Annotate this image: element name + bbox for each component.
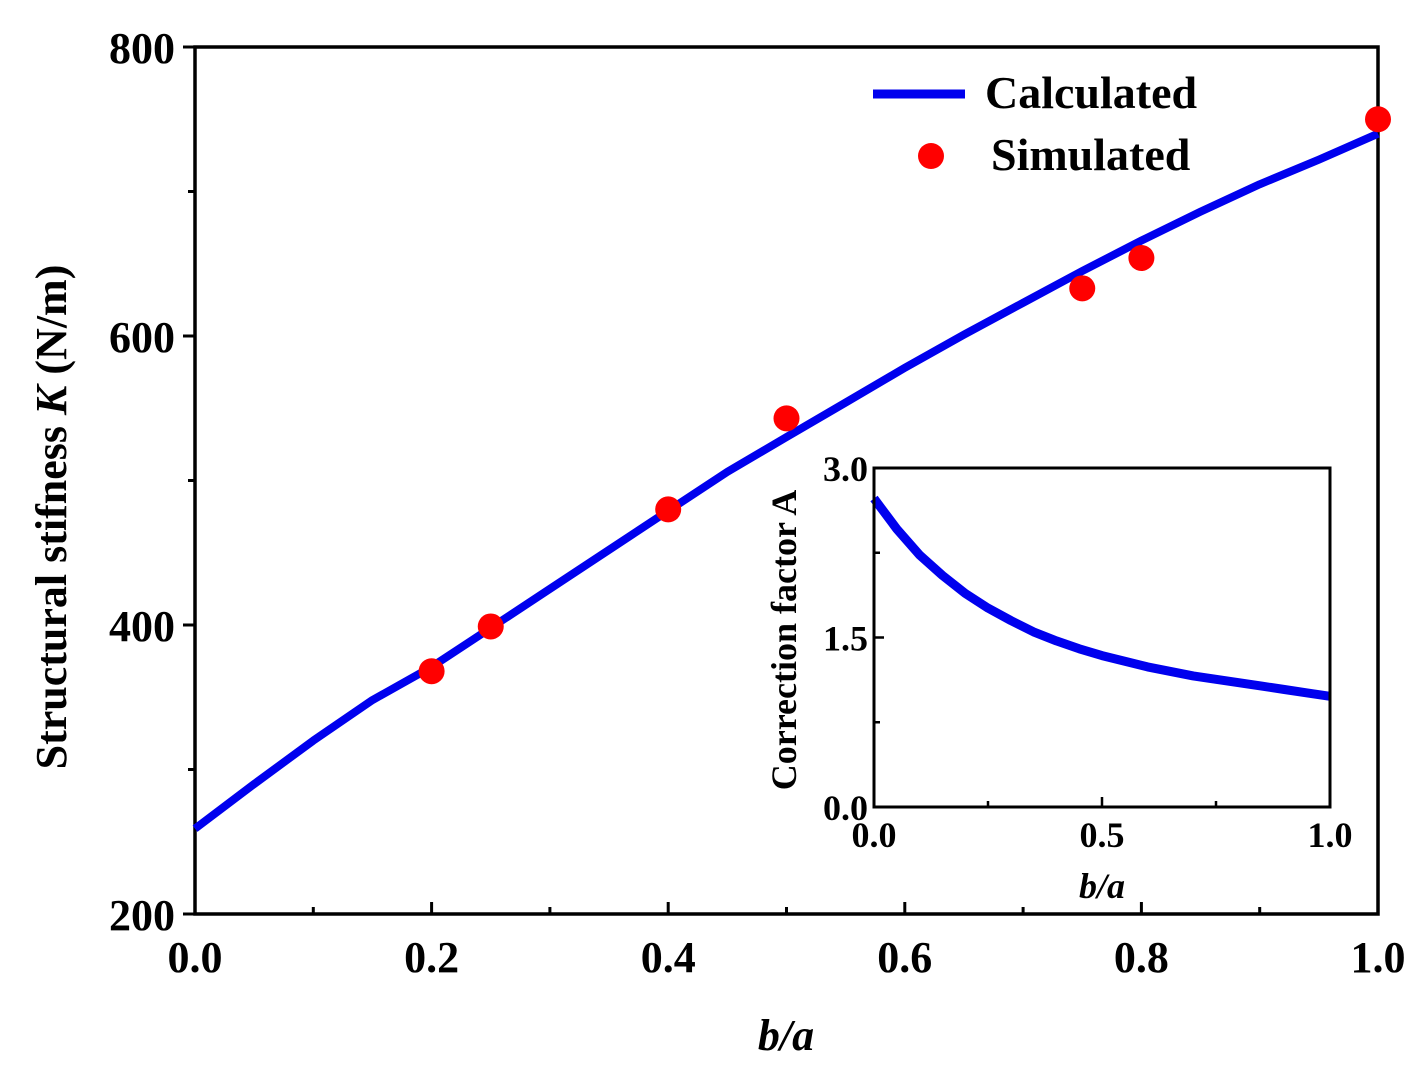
inset-chart: 0.0 0.5 1.0 0.0 1.5 3.0 b/a Correction factor…: [764, 449, 1353, 906]
main-y-tick-label: 400: [109, 602, 175, 651]
main-y-axis-title-symbol: K: [27, 383, 76, 416]
simulated-point: [477, 613, 504, 640]
simulated-point: [1069, 275, 1096, 302]
inset-y-axis-title: Correction factor A: [764, 490, 804, 791]
simulated-point: [418, 658, 445, 685]
inset-y-tick-label: 3.0: [823, 449, 868, 489]
inset-x-tick-label: 1.0: [1308, 815, 1353, 855]
main-x-tick-label: 0.0: [168, 933, 223, 982]
calculated-line: [192, 130, 1380, 832]
inset-ticks: [872, 466, 1332, 809]
inset-tick-labels: 0.0 0.5 1.0 0.0 1.5 3.0: [823, 449, 1353, 855]
simulated-point: [1128, 244, 1155, 271]
legend-label-calculated: Calculated: [985, 67, 1198, 118]
main-y-tick-label: 200: [109, 891, 175, 940]
simulated-point: [655, 496, 682, 523]
inset-y-tick-label: 1.5: [823, 619, 868, 659]
inset-x-axis-title: b/a: [1079, 866, 1125, 906]
main-x-tick-label: 0.2: [404, 933, 459, 982]
inset-plot-background: [874, 468, 1330, 807]
simulated-point: [773, 405, 800, 432]
main-x-axis-title: b/a: [758, 1011, 814, 1060]
main-x-tick-label: 0.6: [877, 933, 932, 982]
main-y-axis-title: Structural stifness K (N/m): [27, 265, 76, 770]
correction-factor-line: [870, 495, 1331, 701]
legend: Calculated Simulated: [873, 67, 1198, 180]
inset-x-tick-label: 0.5: [1080, 815, 1125, 855]
simulated-point: [1365, 106, 1391, 133]
main-x-tick-label: 1.0: [1351, 933, 1406, 982]
main-y-tick-label: 800: [109, 24, 175, 73]
main-x-tick-label: 0.8: [1114, 933, 1169, 982]
main-y-axis-title-prefix: Structural stifness: [27, 415, 76, 769]
inset-series: [870, 495, 1331, 701]
main-ticks: [183, 45, 1380, 916]
legend-label-simulated: Simulated: [991, 129, 1191, 180]
main-tick-labels: 0.0 0.2 0.4 0.6 0.8 1.0 200 400 600 800: [109, 24, 1406, 982]
legend-marker-swatch: [918, 143, 944, 169]
main-series: [192, 106, 1391, 832]
inset-x-tick-label: 0.0: [852, 815, 897, 855]
main-y-tick-label: 600: [109, 313, 175, 362]
main-x-tick-label: 0.4: [641, 933, 696, 982]
main-y-axis-title-suffix: (N/m): [27, 265, 76, 386]
inset-y-tick-label: 0.0: [823, 788, 868, 828]
